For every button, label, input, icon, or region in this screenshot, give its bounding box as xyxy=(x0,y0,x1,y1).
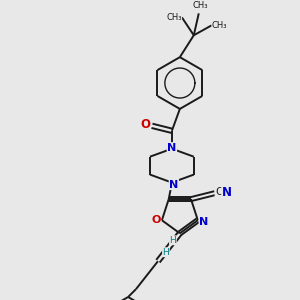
Text: O: O xyxy=(151,215,160,225)
Text: N: N xyxy=(169,179,178,190)
Text: N: N xyxy=(199,217,208,227)
Text: C: C xyxy=(215,187,223,197)
Text: CH₃: CH₃ xyxy=(192,1,208,10)
Text: N: N xyxy=(167,143,176,153)
Text: CH₃: CH₃ xyxy=(166,13,182,22)
Text: O: O xyxy=(140,118,150,131)
Text: CH₃: CH₃ xyxy=(212,21,227,30)
Text: H: H xyxy=(169,236,176,245)
Text: N: N xyxy=(222,186,232,199)
Text: H: H xyxy=(163,248,169,257)
